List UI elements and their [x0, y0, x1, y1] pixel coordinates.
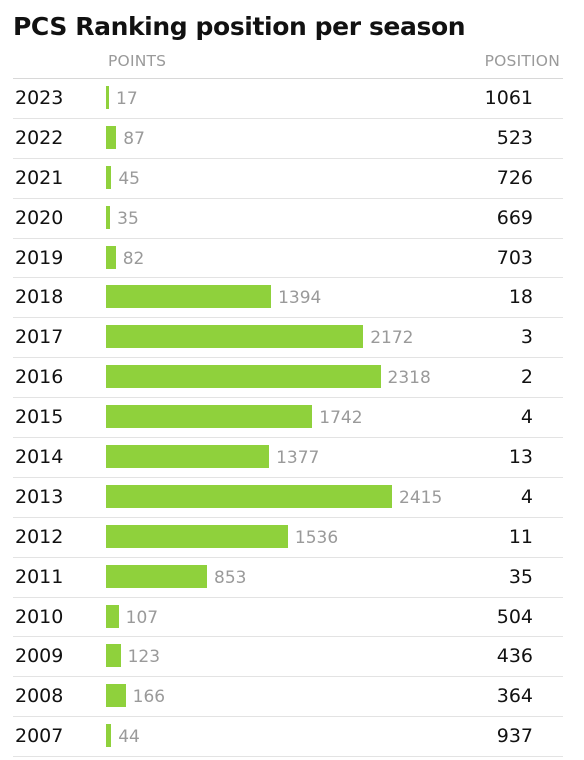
year-label: 2013: [15, 485, 64, 508]
points-bar: [106, 484, 392, 508]
year-label: 2012: [15, 525, 64, 548]
year-label: 2009: [15, 645, 64, 668]
points-bar: [106, 365, 381, 389]
row-2009: 2009 123 436: [13, 637, 563, 678]
row-2019: 2019 82 703: [13, 239, 563, 279]
row-2021: 2021 45 726: [13, 159, 563, 199]
points-value-label: 1742: [319, 408, 363, 429]
points-bar: [106, 125, 117, 149]
points-value-label: 2318: [387, 368, 431, 389]
year-label: 2016: [15, 366, 64, 389]
row-2015: 2015 1742 4: [13, 398, 563, 439]
points-bar: [106, 405, 313, 429]
position-value: 523: [496, 126, 533, 149]
points-value-label: 35: [117, 208, 139, 229]
points-bar: [106, 325, 364, 349]
points-value-label: 2172: [370, 328, 414, 349]
row-2023: 2023 17 1061: [13, 79, 563, 119]
year-label: 2017: [15, 326, 64, 349]
points-value-label: 2415: [399, 487, 443, 508]
points-bar: [106, 684, 126, 708]
year-label: 2008: [15, 685, 64, 708]
points-bar: [106, 245, 116, 269]
points-bar: [106, 445, 270, 469]
year-label: 2014: [15, 446, 64, 469]
points-value-label: 1377: [276, 448, 320, 469]
points-value-label: 44: [118, 727, 140, 748]
year-label: 2023: [15, 87, 64, 109]
points-bar: [106, 86, 109, 109]
year-label: 2010: [15, 605, 64, 628]
year-label: 2015: [15, 406, 64, 429]
row-2011: 2011 853 35: [13, 558, 563, 598]
position-value: 4: [520, 485, 533, 508]
points-value-label: 45: [118, 168, 140, 189]
points-bar: [106, 604, 119, 628]
position-column-header: POSITION: [484, 52, 560, 70]
row-2012: 2012 1536 11: [13, 518, 563, 558]
points-value-label: 82: [122, 248, 145, 269]
points-value-label: 853: [214, 567, 247, 588]
row-2020: 2020 35 669: [13, 199, 563, 239]
position-value: 4: [520, 406, 533, 429]
year-label: 2020: [15, 206, 64, 229]
row-2022: 2022 87 523: [13, 119, 563, 159]
position-value: 35: [508, 565, 533, 588]
year-label: 2011: [15, 565, 64, 588]
points-bar: [106, 644, 121, 668]
position-value: 937: [496, 725, 533, 748]
row-2010: 2010 107 504: [13, 598, 563, 638]
position-value: 364: [496, 685, 533, 708]
points-bar: [106, 165, 112, 189]
ranking-rows: 2023 17 1061 2022 87 523 2021 45 726 2020 35 669 201…: [13, 78, 563, 758]
year-label: 2022: [15, 126, 64, 149]
position-value: 726: [496, 166, 533, 189]
points-value-label: 1394: [278, 288, 322, 309]
points-value-label: 1536: [294, 527, 339, 548]
points-bar: [106, 564, 208, 588]
row-2008: 2008 166 364: [13, 677, 563, 718]
position-value: 18: [508, 286, 533, 309]
position-value: 436: [496, 645, 533, 668]
year-label: 2018: [15, 286, 64, 309]
points-bar: [106, 205, 111, 229]
position-value: 13: [508, 446, 533, 469]
position-value: 2: [520, 366, 533, 389]
row-2016: 2016 2318 2: [13, 358, 563, 399]
year-label: 2019: [15, 246, 64, 269]
row-2007: 2007 44 937: [13, 717, 563, 758]
points-value-label: 123: [127, 647, 161, 668]
points-column-header: POINTS: [108, 52, 167, 70]
points-value-label: 166: [132, 687, 166, 708]
row-2013: 2013 2415 4: [13, 478, 563, 518]
position-value: 669: [496, 206, 533, 229]
points-value-label: 107: [125, 607, 159, 628]
points-bar: [106, 285, 272, 309]
chart-title: PCS Ranking position per season: [13, 12, 466, 41]
position-value: 504: [496, 605, 533, 628]
position-value: 703: [496, 246, 533, 269]
year-label: 2007: [15, 725, 64, 748]
points-value-label: 87: [123, 128, 145, 149]
row-2018: 2018 1394 18: [13, 278, 563, 319]
points-bar: [106, 724, 112, 748]
year-label: 2021: [15, 166, 64, 189]
position-value: 1061: [484, 87, 533, 109]
row-2014: 2014 1377 13: [13, 438, 563, 478]
points-value-label: 17: [116, 89, 138, 109]
position-value: 11: [508, 525, 533, 548]
position-value: 3: [520, 326, 533, 349]
points-bar: [106, 524, 288, 548]
row-2017: 2017 2172 3: [13, 318, 563, 359]
